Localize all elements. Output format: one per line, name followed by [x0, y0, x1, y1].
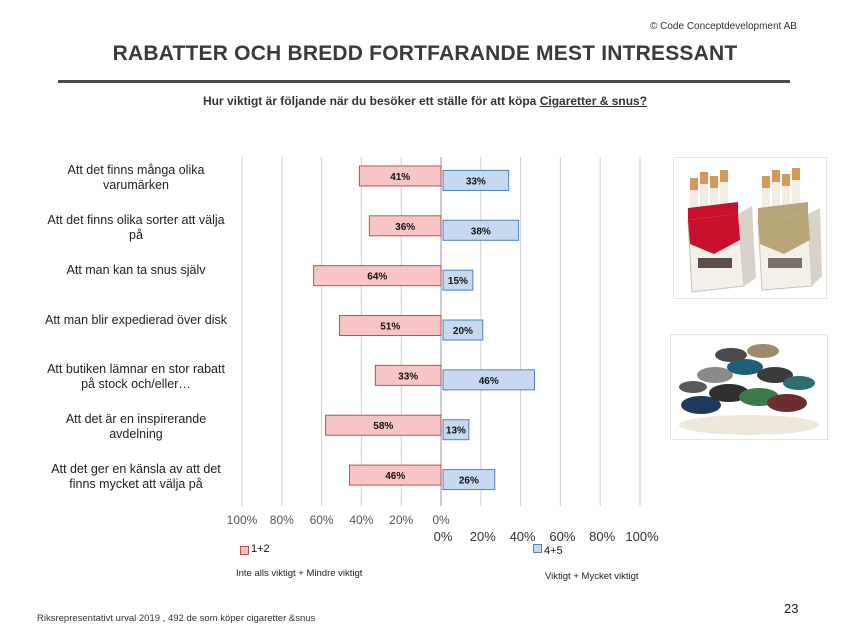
bar-negative: [368, 215, 442, 237]
right-tick-label: 100%: [625, 529, 659, 544]
data-label-positive: 13%: [446, 426, 466, 437]
data-label-positive: 46%: [479, 376, 499, 387]
legend-swatch-positive: [533, 544, 542, 553]
title-divider: [58, 80, 790, 83]
bar-negative: [325, 414, 442, 436]
data-label-positive: 26%: [459, 476, 479, 487]
bar-negative: [313, 265, 442, 287]
data-label-negative: 51%: [380, 322, 400, 333]
chart-question-text: Hur viktigt är följande när du besöker e…: [202, 94, 540, 108]
data-label-negative: 33%: [398, 371, 418, 382]
data-label-negative: 46%: [385, 471, 405, 482]
left-tick-label: 20%: [389, 513, 413, 527]
bar-positive: [442, 219, 520, 241]
bar-negative: [339, 315, 442, 337]
legend-note-positive: Viktigt + Mycket viktigt: [545, 571, 639, 582]
bar-negative: [348, 464, 442, 486]
right-tick-label: 40%: [510, 529, 536, 544]
left-tick-label: 0%: [432, 513, 450, 527]
bar-positive: [442, 169, 510, 191]
category-label: Att det ger en känsla av att det finns m…: [51, 462, 221, 492]
bar-positive: [442, 419, 470, 441]
data-label-positive: 20%: [453, 326, 473, 337]
legend-label-negative: 1+2: [251, 543, 270, 555]
data-label-negative: 41%: [390, 172, 410, 183]
right-tick-label: 20%: [470, 529, 496, 544]
category-label: Att det finns många olika varumärken: [67, 162, 205, 192]
left-tick-label: 40%: [349, 513, 373, 527]
bar-positive: [442, 269, 474, 291]
sample-note: Riksrepresentativt urval 2019 , 492 de s…: [37, 613, 316, 624]
category-label: Att det är en inspirerande avdelning: [65, 412, 207, 442]
chart-question-emphasis: Cigaretter & snus?: [539, 94, 648, 108]
bar-negative: [358, 165, 442, 187]
bar-positive: [442, 369, 536, 391]
copyright-notice: © Code Conceptdevelopment AB: [650, 21, 797, 32]
right-tick-label: 0%: [434, 529, 453, 544]
left-tick-label: 60%: [310, 513, 334, 527]
cigarette-packs-photo: [673, 157, 827, 299]
legend-note-negative: Inte alls viktigt + Mindre viktigt: [236, 568, 363, 579]
data-label-positive: 33%: [466, 176, 486, 187]
page-number: 23: [784, 601, 799, 616]
left-tick-label: 80%: [270, 513, 294, 527]
right-tick-label: 80%: [589, 529, 615, 544]
bar-positive: [442, 319, 484, 341]
category-label: Att man blir expedierad över disk: [44, 312, 228, 327]
right-tick-label: 60%: [549, 529, 575, 544]
chart-question: Hur viktigt är följande när du besöker e…: [0, 94, 850, 108]
data-label-positive: 38%: [471, 226, 491, 237]
slide-title: RABATTER OCH BREDD FORTFARANDE MEST INTR…: [112, 42, 738, 65]
category-label: Att butiken lämnar en stor rabatt på sto…: [47, 362, 225, 392]
data-label-positive: 15%: [448, 276, 468, 287]
bar-positive: [442, 469, 496, 491]
legend-label-positive: 4+5: [544, 545, 563, 557]
data-label-negative: 36%: [395, 222, 415, 233]
data-label-negative: 58%: [373, 421, 393, 432]
bar-negative: [374, 364, 442, 386]
category-label: Att det finns olika sorter att välja på: [47, 212, 225, 242]
data-label-negative: 64%: [367, 272, 387, 283]
legend-swatch-negative: [240, 546, 249, 555]
category-label: Att man kan ta snus själv: [66, 262, 206, 277]
snus-tins-photo: [670, 334, 828, 440]
left-tick-label: 100%: [227, 513, 258, 527]
